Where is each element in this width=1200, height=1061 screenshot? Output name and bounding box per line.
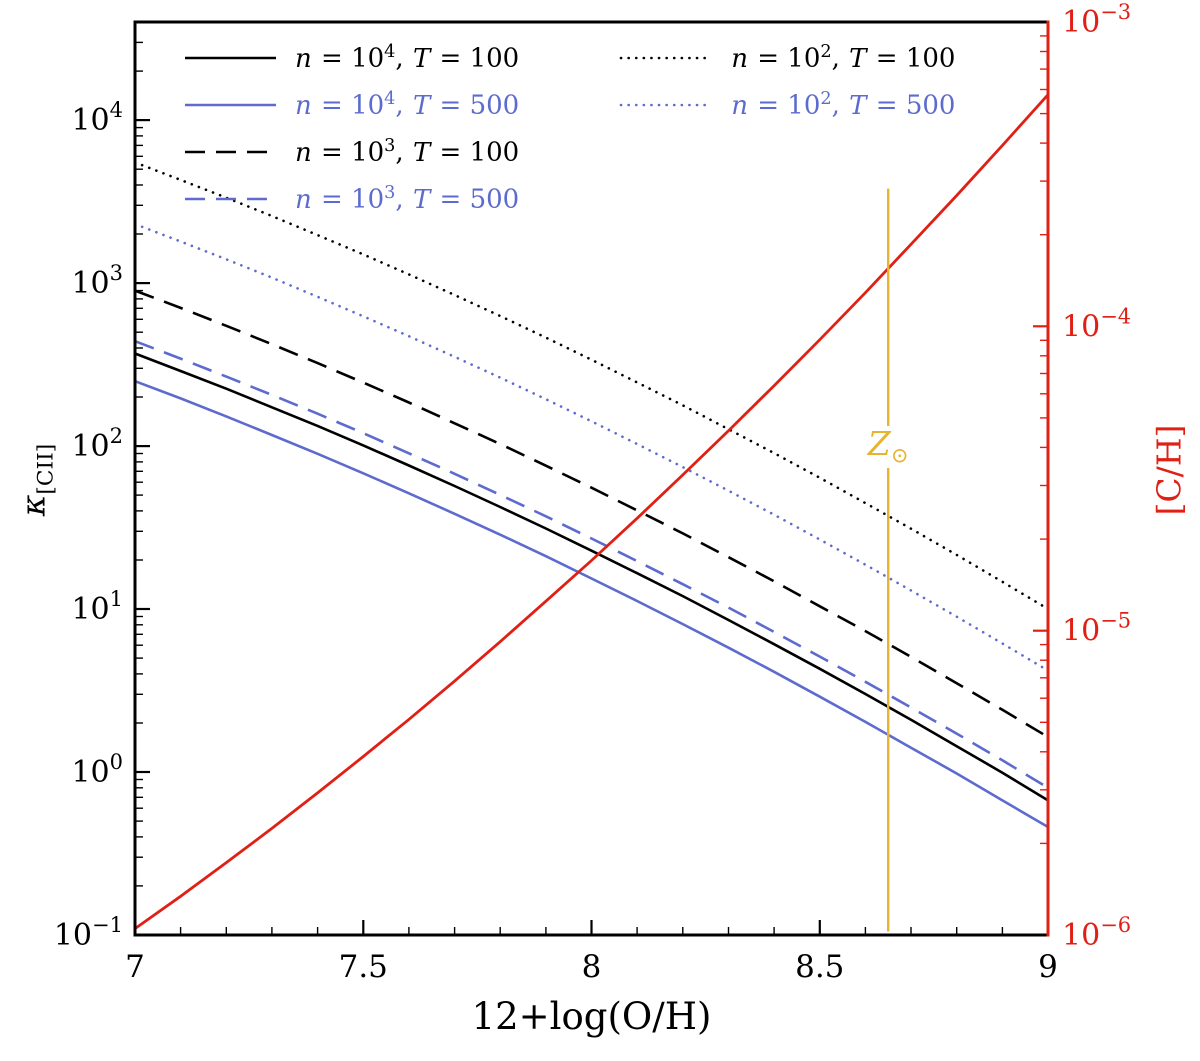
x-axis-label: 12+log(O/H) <box>471 995 712 1038</box>
legend-line-sample <box>185 103 276 107</box>
x-tick-label: 9 <box>1038 949 1058 985</box>
x-tick-label: 8 <box>582 949 602 985</box>
y-left-tick-label: 10−1 <box>54 913 123 953</box>
legend-entry: n = 104, T = 100 <box>183 42 519 74</box>
solar-metallicity-label: Z⊙ <box>861 425 915 469</box>
series-n1e4-T500 <box>134 379 1049 829</box>
series-C-over-H <box>134 93 1050 930</box>
legend-entry: n = 102, T = 100 <box>619 42 955 74</box>
legend-column: n = 104, T = 100 n = 104, T = 500 n = 103,… <box>183 42 519 215</box>
legend-line-sample <box>619 56 714 60</box>
legend-label: n = 102, T = 100 <box>731 42 956 74</box>
x-axis-ticks: 7 7.5 8 8.5 9 <box>125 920 1058 985</box>
x-tick-label: 8.5 <box>795 949 844 985</box>
y-axis-label-left: κ[CII] <box>13 443 59 517</box>
y-axis-label-right: [C/H] <box>1149 424 1189 516</box>
y-right-tick-label: 10−6 <box>1062 913 1131 953</box>
legend-line-sample <box>185 56 276 60</box>
legend-line-sample <box>185 197 276 201</box>
series-n1e2-T100 <box>133 161 1050 611</box>
series-n1e4-T100 <box>134 352 1049 802</box>
y-right-tick-label: 10−3 <box>1062 0 1131 40</box>
y-right-tick-label: 10−4 <box>1062 304 1131 344</box>
legend-entry: n = 103, T = 100 <box>183 136 519 168</box>
legend-label: n = 104, T = 500 <box>295 89 520 121</box>
y-left-tick-label: 101 <box>71 587 123 627</box>
y-left-tick-label: 103 <box>71 261 123 301</box>
legend-label: n = 102, T = 500 <box>731 89 956 121</box>
legend-label: n = 104, T = 100 <box>295 42 520 74</box>
y-right-axis-ticks: 10−6 10−5 10−4 10−3 <box>1033 0 1131 953</box>
legend-entry: n = 102, T = 500 <box>619 89 955 121</box>
legend: n = 104, T = 100 n = 104, T = 500 n = 103,… <box>183 42 955 215</box>
x-tick-label: 7.5 <box>339 949 388 985</box>
y-left-tick-label: 102 <box>71 424 123 464</box>
legend-label: n = 103, T = 100 <box>295 136 520 168</box>
legend-entry: n = 104, T = 500 <box>183 89 519 121</box>
series-n1e3-T500 <box>134 339 1049 789</box>
legend-line-sample <box>185 150 276 154</box>
y-left-tick-label: 104 <box>71 98 123 138</box>
x-tick-label: 7 <box>125 949 145 985</box>
legend-label: n = 103, T = 500 <box>295 183 520 215</box>
y-right-tick-label: 10−5 <box>1062 609 1131 649</box>
legend-column: n = 102, T = 100 n = 102, T = 500 <box>619 42 955 215</box>
legend-line-sample <box>619 103 714 107</box>
y-left-tick-label: 100 <box>71 750 123 790</box>
legend-entry: n = 103, T = 500 <box>183 183 519 215</box>
series-n1e3-T100 <box>134 289 1049 739</box>
